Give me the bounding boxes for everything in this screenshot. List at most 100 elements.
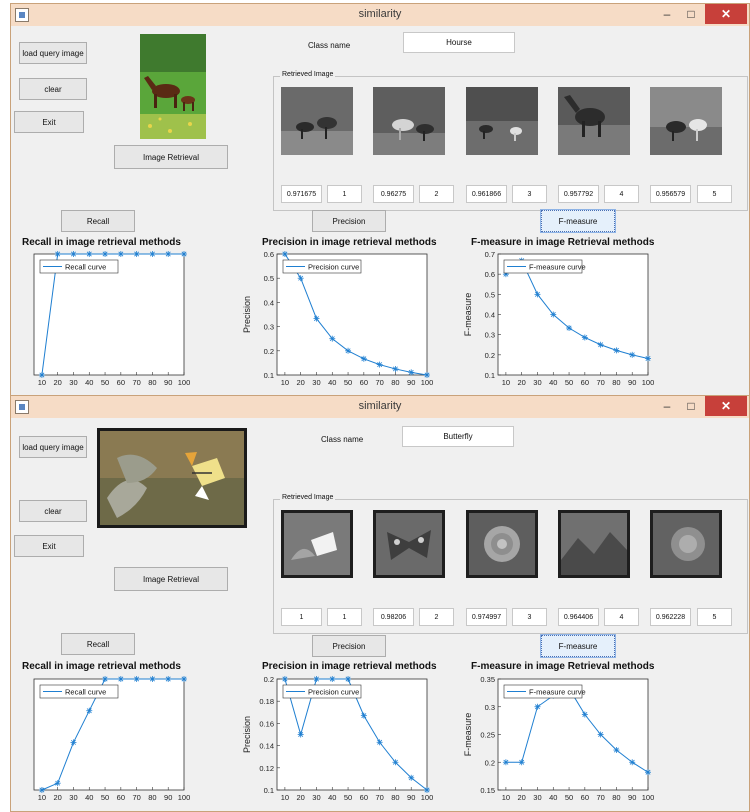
retrieved-image-3 <box>466 510 538 578</box>
minimize-icon[interactable]: – <box>663 399 671 413</box>
score-field-5[interactable]: 0.956579 <box>650 185 691 203</box>
score-field-2[interactable]: 0.98206 <box>373 608 414 626</box>
data-point <box>566 325 573 332</box>
retrieved-image-1 <box>281 87 353 155</box>
x-tick-label: 50 <box>565 793 573 802</box>
maximize-icon[interactable]: □ <box>687 7 695 21</box>
rank-field-2[interactable]: 2 <box>419 608 454 626</box>
data-point <box>38 372 45 378</box>
y-tick-label: 0.15 <box>480 786 495 795</box>
y-tick-label: 0.4 <box>485 311 495 320</box>
x-tick-label: 40 <box>549 793 557 802</box>
x-tick-label: 70 <box>375 793 383 802</box>
y-tick-label: 0.14 <box>259 742 274 751</box>
data-point <box>518 759 525 766</box>
recall-button[interactable]: Recall <box>61 210 135 232</box>
maximize-icon[interactable]: □ <box>687 399 695 413</box>
y-tick-label: 0.25 <box>480 731 495 740</box>
rank-field-5[interactable]: 5 <box>697 608 732 626</box>
data-point <box>165 676 172 682</box>
class-name-field[interactable]: Butterfly <box>402 426 514 447</box>
image-retrieval-button[interactable]: Image Retrieval <box>114 567 228 591</box>
close-icon[interactable]: ✕ <box>705 4 747 24</box>
y-tick-label: 0.3 <box>485 331 495 340</box>
x-tick-label: 100 <box>642 378 655 387</box>
minimize-icon[interactable]: – <box>663 7 671 21</box>
data-point <box>70 739 77 746</box>
data-point <box>38 787 45 793</box>
score-field-4[interactable]: 0.957792 <box>558 185 599 203</box>
score-field-1[interactable]: 0.971675 <box>281 185 322 203</box>
score-field-2[interactable]: 0.96275 <box>373 185 414 203</box>
x-tick-label: 10 <box>502 378 510 387</box>
x-tick-label: 70 <box>375 378 383 387</box>
precision-chart-title: Precision in image retrieval methods <box>262 661 437 672</box>
exit-button[interactable]: Exit <box>14 111 84 133</box>
legend-label: F-measure curve <box>529 688 586 697</box>
query-image-butterfly <box>97 428 247 528</box>
close-icon[interactable]: ✕ <box>705 396 747 416</box>
score-field-5[interactable]: 0.962228 <box>650 608 691 626</box>
legend-label: Recall curve <box>65 263 106 272</box>
image-retrieval-button[interactable]: Image Retrieval <box>114 145 228 169</box>
retrieved-image-5 <box>650 510 722 578</box>
y-tick-label: 0.3 <box>264 323 274 332</box>
precision-button[interactable]: Precision <box>312 635 386 657</box>
x-tick-label: 20 <box>297 793 305 802</box>
x-tick-label: 40 <box>85 378 93 387</box>
rank-field-3[interactable]: 3 <box>512 185 547 203</box>
clear-button[interactable]: clear <box>19 78 87 100</box>
legend <box>282 684 362 699</box>
data-point <box>534 291 541 298</box>
data-point <box>54 251 61 257</box>
data-point <box>360 355 367 362</box>
data-point <box>629 759 636 766</box>
x-tick-label: 50 <box>565 378 573 387</box>
score-field-4[interactable]: 0.964406 <box>558 608 599 626</box>
precision-button[interactable]: Precision <box>312 210 386 232</box>
rank-field-4[interactable]: 4 <box>604 185 639 203</box>
score-field-3[interactable]: 0.961866 <box>466 185 507 203</box>
rank-field-2[interactable]: 2 <box>419 185 454 203</box>
load-query-image-button[interactable]: load query image <box>19 42 87 64</box>
precision-chart: 10 20 30 40 50 60 70 80 90 100 0.1 0.2 0.3 0.4 0.5 0.6 P… <box>242 250 433 387</box>
data-point <box>102 676 109 682</box>
y-tick-label: 0.6 <box>485 270 495 279</box>
rank-field-5[interactable]: 5 <box>697 185 732 203</box>
x-tick-label: 60 <box>581 378 589 387</box>
y-tick-label: 0.1 <box>485 371 495 380</box>
data-point <box>133 676 140 682</box>
y-tick-label: 0.7 <box>485 250 495 259</box>
f-measure-button[interactable]: F-measure <box>540 209 616 233</box>
y-tick-label: 0.12 <box>259 764 274 773</box>
x-tick-label: 50 <box>101 793 109 802</box>
score-field-1[interactable]: 1 <box>281 608 322 626</box>
rank-field-1[interactable]: 1 <box>327 608 362 626</box>
data-point <box>597 341 604 348</box>
y-tick-label: 0.5 <box>264 274 274 283</box>
y-axis-label: Precision <box>242 296 252 333</box>
x-tick-label: 10 <box>502 793 510 802</box>
plot-area <box>276 253 428 376</box>
score-field-3[interactable]: 0.974997 <box>466 608 507 626</box>
class-name-field[interactable]: Hourse <box>403 32 515 53</box>
load-query-image-button[interactable]: load query image <box>19 436 87 458</box>
exit-button[interactable]: Exit <box>14 535 84 557</box>
x-tick-label: 60 <box>581 793 589 802</box>
clear-button[interactable]: clear <box>19 500 87 522</box>
window-title: similarity <box>358 8 402 20</box>
x-tick-label: 20 <box>54 793 62 802</box>
legend-label: Precision curve <box>308 688 359 697</box>
rank-field-3[interactable]: 3 <box>512 608 547 626</box>
x-tick-label: 40 <box>328 793 336 802</box>
series-line <box>505 259 649 359</box>
f-measure-chart: 10 20 30 40 50 60 70 80 90 100 0.15 0.2 0.25 0.3 0.35 F… <box>463 675 654 802</box>
data-point <box>597 731 604 738</box>
f-measure-button[interactable]: F-measure <box>540 634 616 658</box>
x-tick-label: 80 <box>391 378 399 387</box>
recall-button[interactable]: Recall <box>61 633 135 655</box>
series-line <box>41 678 184 791</box>
rank-field-4[interactable]: 4 <box>604 608 639 626</box>
rank-field-1[interactable]: 1 <box>327 185 362 203</box>
data-point <box>181 676 187 682</box>
